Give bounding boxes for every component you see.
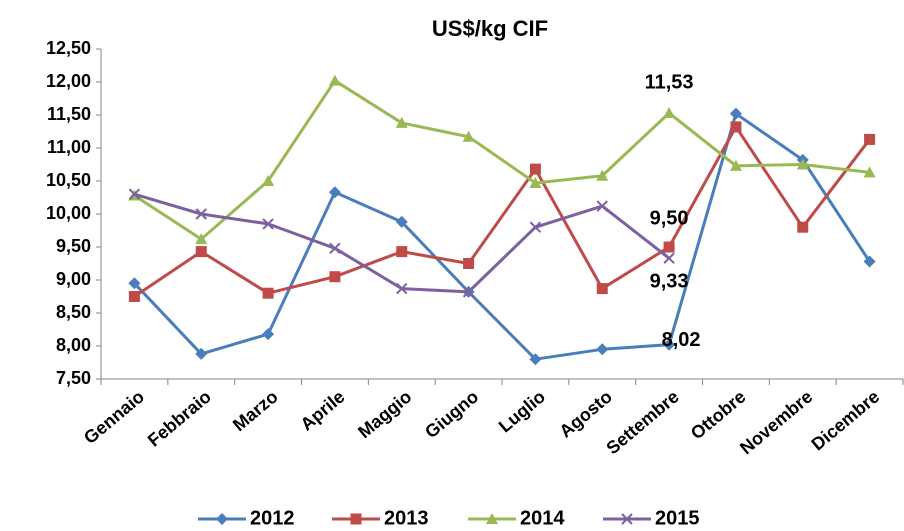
marker	[195, 233, 208, 245]
legend-label: 2015	[655, 507, 700, 529]
marker	[128, 188, 141, 200]
x-tick-label: Novembre	[736, 386, 816, 458]
data-label: 9,33	[650, 271, 689, 293]
marker	[486, 513, 498, 524]
y-tick-label: 7,50	[56, 368, 91, 388]
x-tick-label: Luglio	[495, 386, 549, 436]
x-tick-label: Aprile	[297, 386, 349, 434]
marker	[396, 246, 408, 258]
y-tick-label: 9,00	[56, 269, 91, 289]
marker	[128, 291, 140, 302]
marker	[329, 271, 341, 283]
marker	[529, 163, 541, 175]
marker	[864, 133, 876, 145]
x-tick-label: Settembre	[602, 386, 682, 458]
marker	[396, 282, 408, 295]
marker	[462, 130, 475, 142]
marker	[621, 513, 633, 525]
marker	[529, 221, 542, 233]
marker	[329, 242, 341, 255]
marker	[596, 200, 608, 212]
y-tick-label: 10,00	[46, 203, 91, 223]
x-tick-label: Febbraio	[144, 386, 215, 450]
marker	[663, 107, 676, 119]
legend-label: 2013	[384, 507, 429, 529]
marker	[216, 513, 228, 525]
marker	[729, 159, 742, 171]
x-tick-label: Gennaio	[80, 386, 148, 448]
x-tick-label: Agosto	[556, 386, 616, 441]
marker	[262, 328, 275, 341]
x-tick-label: Ottobre	[687, 386, 750, 443]
data-label: 8,02	[662, 329, 701, 351]
series-line	[133, 125, 871, 298]
series-line	[133, 112, 871, 361]
marker	[663, 338, 676, 351]
marker	[128, 277, 141, 290]
marker	[596, 343, 609, 356]
marker	[663, 252, 675, 264]
legend-label: 2014	[520, 507, 565, 529]
x-tick-label: Dicembre	[808, 386, 884, 454]
y-tick-label: 8,50	[56, 302, 91, 322]
marker	[596, 169, 609, 181]
marker	[729, 107, 742, 120]
marker	[529, 176, 542, 188]
marker	[262, 287, 274, 299]
y-tick-label: 12,50	[46, 38, 91, 58]
marker	[596, 283, 608, 295]
marker	[463, 258, 475, 269]
y-tick-label: 11,50	[47, 104, 91, 124]
marker	[195, 246, 207, 258]
marker	[462, 286, 475, 298]
marker	[328, 74, 341, 86]
marker	[796, 158, 809, 170]
y-tick-label: 10,50	[46, 170, 91, 190]
marker	[262, 218, 274, 230]
y-tick-label: 11,00	[47, 137, 91, 157]
data-label: 11,53	[645, 71, 694, 93]
x-tick-label: Maggio	[354, 386, 415, 442]
marker	[350, 513, 362, 525]
marker	[195, 347, 208, 360]
marker	[863, 166, 876, 178]
marker	[262, 175, 275, 186]
chart-title: US$/kg CIF	[432, 16, 548, 41]
marker	[529, 353, 542, 366]
marker	[395, 116, 408, 128]
series-line	[133, 192, 671, 294]
marker	[863, 255, 876, 268]
marker	[328, 186, 341, 199]
data-label: 9,50	[650, 207, 689, 229]
series-line	[133, 79, 870, 241]
marker	[663, 241, 675, 253]
marker	[797, 221, 809, 233]
x-tick-label: Giugno	[421, 386, 482, 442]
y-tick-label: 12,00	[46, 71, 91, 91]
y-tick-label: 9,50	[56, 236, 91, 256]
legend-label: 2012	[250, 507, 295, 529]
y-tick-label: 8,00	[56, 335, 91, 355]
marker	[195, 208, 207, 220]
x-tick-label: Marzo	[229, 386, 282, 435]
marker	[730, 121, 742, 133]
marker	[395, 215, 408, 228]
